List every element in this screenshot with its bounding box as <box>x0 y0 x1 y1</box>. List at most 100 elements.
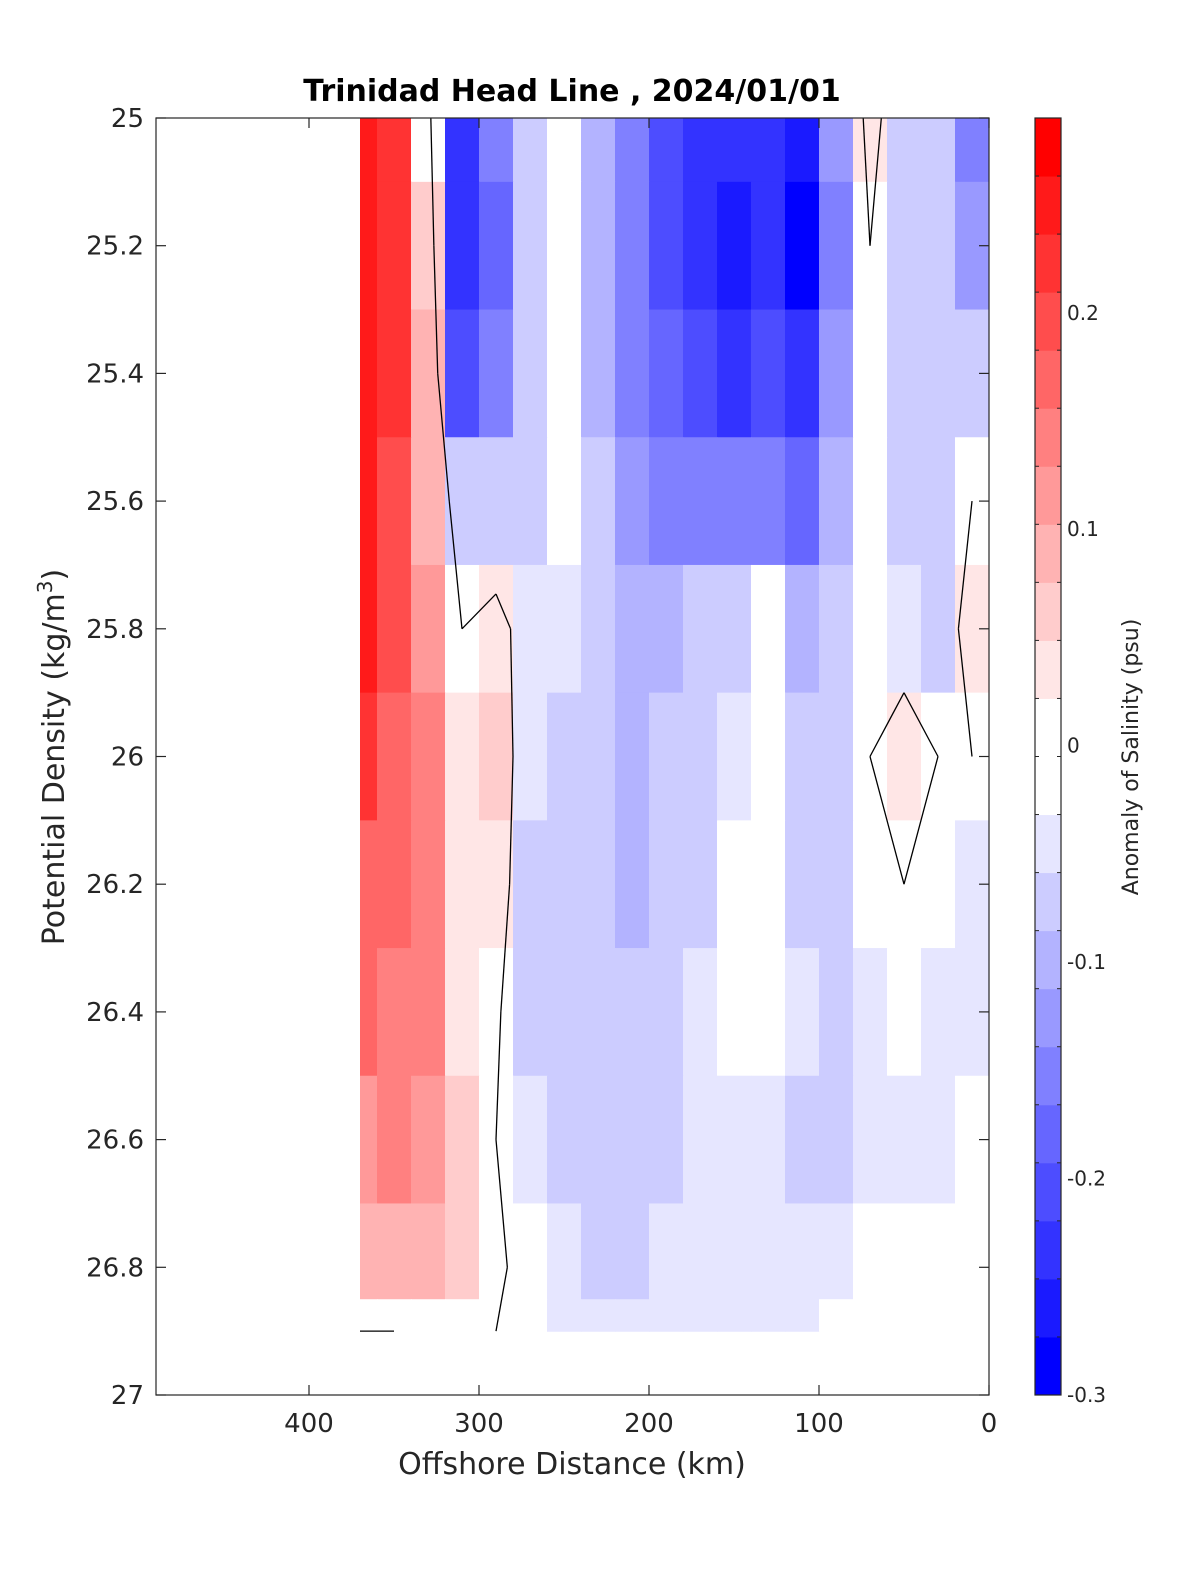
heat-cell <box>547 1075 582 1205</box>
heat-cell <box>955 118 989 183</box>
heat-cell <box>853 564 888 694</box>
heat-cell <box>921 820 956 949</box>
heat-cell <box>717 692 752 821</box>
zero-contour-lines <box>360 118 973 1332</box>
heat-cell <box>411 692 446 821</box>
heat-cell <box>785 948 820 1077</box>
heat-cell <box>921 1075 956 1205</box>
colorbar-swatch <box>1035 292 1061 351</box>
zero-contour-segment <box>495 1267 508 1332</box>
heat-cell <box>377 1075 412 1205</box>
colorbar-swatch <box>1035 408 1061 467</box>
heat-cell <box>479 1203 514 1300</box>
colorbar-swatch <box>1035 118 1061 177</box>
heat-cell <box>921 181 956 311</box>
heat-cell <box>513 1299 548 1332</box>
heat-cell <box>717 437 752 566</box>
zero-contour-segment <box>869 756 905 885</box>
heat-cell <box>649 820 684 949</box>
colorbar-tick-label: 0.2 <box>1067 301 1099 325</box>
y-tick-label: 26.8 <box>86 1253 144 1283</box>
heat-cell <box>445 1075 480 1205</box>
heat-cell <box>411 948 446 1077</box>
heat-cell <box>887 1299 922 1332</box>
zero-contour-segment <box>500 884 511 1012</box>
zero-contour-segment <box>508 756 514 885</box>
heat-cell <box>411 1203 446 1300</box>
heat-cell <box>581 118 616 183</box>
heat-cell <box>360 309 378 438</box>
heat-cell <box>785 181 820 311</box>
heat-cell <box>649 1299 684 1332</box>
y-axis: 25 25.2 25.4 25.6 25.8 26 26.2 26.4 26.6 26.8 27 <box>86 104 989 1411</box>
heat-cell <box>751 181 786 311</box>
heat-cell <box>853 437 888 566</box>
heat-cell <box>581 692 616 821</box>
heat-cell <box>513 118 548 183</box>
heat-cell <box>683 820 718 949</box>
heat-cell <box>360 948 378 1077</box>
heat-cell <box>513 948 548 1077</box>
heat-cell <box>649 437 684 566</box>
heat-cell <box>785 1203 820 1300</box>
colorbar-tick-label: -0.1 <box>1067 950 1106 974</box>
zero-contour-segment <box>957 628 973 757</box>
heat-cell <box>445 564 480 694</box>
heat-cell <box>717 1203 752 1300</box>
y-tick-label: 27 <box>111 1381 144 1411</box>
heat-cell <box>360 564 378 694</box>
colorbar-swatch <box>1035 524 1061 583</box>
colorbar-swatch <box>1035 930 1061 990</box>
heat-cell <box>853 181 888 311</box>
heat-cell <box>377 1203 412 1300</box>
heat-cell <box>853 309 888 438</box>
colorbar-swatch <box>1035 1104 1061 1164</box>
y-axis-label-end: ) <box>37 569 72 581</box>
heat-cell <box>411 564 446 694</box>
heat-cell <box>819 1203 854 1300</box>
heat-cell <box>581 1075 616 1205</box>
heat-cell <box>445 1299 480 1332</box>
heat-cell <box>513 692 548 821</box>
heat-cell <box>513 1075 548 1205</box>
y-tick-label: 26 <box>111 743 144 773</box>
heat-cell <box>785 564 820 694</box>
heat-cell <box>411 820 446 949</box>
heat-cell <box>615 820 650 949</box>
heat-cell <box>649 948 684 1077</box>
heat-cell <box>360 437 378 566</box>
heat-cell <box>785 437 820 566</box>
heat-cell <box>581 309 616 438</box>
y-tick-label: 25.6 <box>86 487 144 517</box>
heat-cell <box>717 181 752 311</box>
heat-cell <box>581 1203 616 1300</box>
heat-cell <box>683 309 718 438</box>
colorbar: 0.2 0.1 0 -0.1 -0.2 -0.3 <box>1034 117 1106 1407</box>
heat-cell <box>717 948 752 1077</box>
heat-cell <box>479 692 514 821</box>
heat-cell <box>887 181 922 311</box>
heat-cell <box>479 948 514 1077</box>
y-tick-label: 26.2 <box>86 870 144 900</box>
heat-cell <box>445 692 480 821</box>
heat-cell <box>615 309 650 438</box>
heat-cell <box>921 1203 956 1300</box>
heat-cell <box>360 1203 378 1300</box>
heat-cell <box>581 564 616 694</box>
heat-cell <box>683 181 718 311</box>
heat-cell <box>377 692 412 821</box>
heat-cell <box>445 1203 480 1300</box>
heat-cell <box>819 564 854 694</box>
heat-cell <box>717 820 752 949</box>
heat-cell <box>547 181 582 311</box>
colorbar-swatch <box>1035 1046 1061 1106</box>
heat-cell <box>853 1075 888 1205</box>
heat-cell <box>479 181 514 311</box>
heat-cell <box>411 181 446 311</box>
heat-cell <box>751 820 786 949</box>
heat-cell <box>615 692 650 821</box>
zero-contour-segment <box>495 593 512 630</box>
heat-cell <box>360 1299 378 1332</box>
heat-cell <box>751 692 786 821</box>
colorbar-swatch <box>1035 234 1061 293</box>
